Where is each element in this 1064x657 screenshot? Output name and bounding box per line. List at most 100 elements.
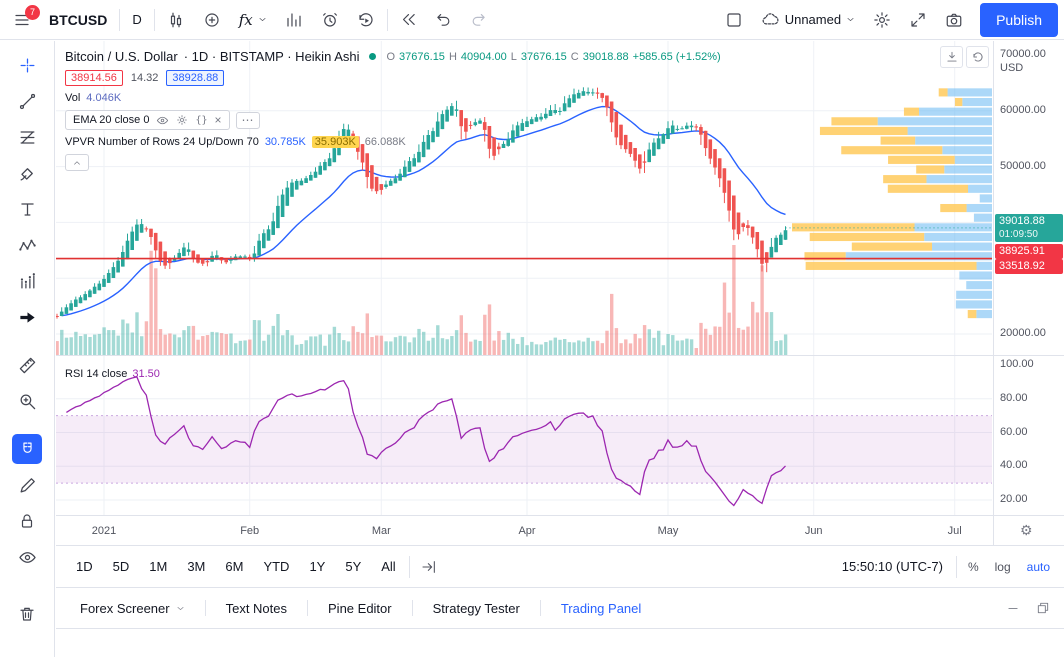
gear-icon[interactable] — [176, 114, 188, 126]
minimize-panel-button[interactable] — [1006, 601, 1020, 615]
reset-chart-button[interactable] — [966, 46, 989, 68]
more-options-icon[interactable]: ⋯ — [235, 111, 260, 129]
fib-retracement-tool[interactable] — [9, 120, 45, 154]
pattern-tool[interactable] — [9, 228, 45, 262]
fullscreen-button[interactable] — [900, 3, 936, 37]
svg-text:Apr: Apr — [518, 525, 535, 537]
close-icon[interactable]: × — [214, 113, 222, 127]
undo-button[interactable] — [426, 3, 461, 37]
ema-indicator-box[interactable]: EMA 20 close 0 {} × — [65, 110, 230, 130]
cloud-layout-button[interactable]: Unnamed — [752, 3, 864, 37]
source-code-icon[interactable]: {} — [195, 114, 208, 126]
remove-drawings-tool[interactable] — [9, 597, 45, 631]
tab-divider — [411, 600, 413, 616]
tab-forex-screener[interactable]: Forex Screener — [60, 588, 205, 628]
range-button[interactable]: 5Y — [345, 559, 362, 574]
range-button[interactable]: 1Y — [309, 559, 326, 574]
chart-style-button[interactable] — [158, 3, 194, 37]
svg-text:May: May — [658, 525, 679, 537]
tab-trading-panel[interactable]: Trading Panel — [560, 600, 642, 616]
zoom-in-tool[interactable] — [9, 384, 45, 418]
auto-scale-button[interactable]: auto — [1026, 559, 1050, 574]
rsi-legend[interactable]: RSI 14 close 31.50 — [65, 368, 160, 380]
text-tool[interactable] — [9, 192, 45, 226]
lock-drawings-tool[interactable] — [9, 504, 45, 538]
fast-backward-button[interactable] — [391, 3, 426, 37]
tab-pine-editor[interactable]: Pine Editor — [328, 600, 392, 616]
alert-button[interactable] — [312, 3, 348, 37]
order-distance: 14.32 — [130, 72, 159, 84]
price-tick: 80.00 — [1000, 391, 1028, 404]
magnet-tool[interactable] — [12, 434, 42, 464]
clock-label[interactable]: 15:50:10 (UTC-7) — [841, 559, 943, 574]
tab-text-notes[interactable]: Text Notes — [225, 600, 288, 616]
order-price-boxes[interactable]: 38914.56 14.32 38928.88 — [65, 70, 721, 86]
range-button[interactable]: 1D — [76, 559, 93, 574]
interval-button[interactable]: D — [132, 12, 142, 27]
bar-countdown: 01:09:50 — [999, 228, 1038, 240]
tab-strategy-tester[interactable]: Strategy Tester — [432, 600, 520, 616]
indicators-button[interactable]: fx — [230, 3, 276, 37]
toolbar-divider — [386, 8, 388, 31]
bar-replay-button[interactable] — [348, 3, 384, 37]
price-axis[interactable]: 39018.88 01:09:50 38925.91 33518.92 ⚙ 70… — [993, 41, 1064, 545]
range-button[interactable]: 5D — [112, 559, 130, 574]
order-target-price[interactable]: 38928.88 — [166, 70, 225, 86]
redo-button[interactable] — [461, 3, 496, 37]
symbol-search-button[interactable]: BTCUSD — [49, 11, 108, 28]
toolbar-divider — [955, 555, 957, 578]
bottom-panel-body — [56, 628, 1064, 657]
symbol-meta: · 1D · BITSTAMP · Heikin Ashi — [183, 49, 360, 64]
forecast-tool[interactable] — [9, 264, 45, 298]
vpvr-up-volume: 30.785K — [264, 136, 306, 148]
publish-button[interactable]: Publish — [980, 2, 1058, 37]
price-tick: 60000.00 — [1000, 103, 1046, 116]
download-chart-button[interactable] — [940, 46, 963, 68]
connection-status-dot — [369, 53, 377, 60]
svg-text:2021: 2021 — [92, 525, 116, 537]
single-layout-icon — [727, 12, 741, 27]
compare-button[interactable] — [194, 3, 230, 37]
chart-pane[interactable]: 2021 Feb Mar Apr May Jun Jul Bitcoin / U.S. Do… — [56, 41, 993, 545]
top-toolbar: 7 BTCUSD D fx Unnamed — [0, 0, 1064, 40]
range-button[interactable]: 1M — [149, 559, 168, 574]
indicator-templates-button[interactable] — [276, 3, 312, 37]
range-button[interactable]: 6M — [225, 559, 244, 574]
range-button[interactable]: YTD — [263, 559, 290, 574]
eye-icon[interactable] — [156, 114, 169, 127]
hide-drawings-tool[interactable] — [9, 540, 45, 574]
draw-mode-tool[interactable] — [9, 468, 45, 502]
layout-name-label: Unnamed — [784, 12, 842, 27]
price-tick: 40.00 — [1000, 459, 1028, 472]
log-scale-button[interactable]: log — [994, 559, 1011, 574]
volume-legend[interactable]: Vol 4.046K — [65, 92, 122, 104]
arrow-marker-tool[interactable] — [9, 300, 45, 334]
ema-legend[interactable]: EMA 20 close 0 {} × ⋯ — [65, 110, 721, 130]
range-button[interactable]: All — [381, 559, 396, 574]
crosshair-tool[interactable] — [9, 48, 45, 82]
chart-canvas[interactable]: 2021 Feb Mar Apr May Jun Jul — [56, 41, 993, 545]
axis-settings-gear-icon[interactable]: ⚙ — [1020, 522, 1033, 538]
compare-plus-icon — [205, 12, 219, 27]
percent-scale-button[interactable]: % — [967, 559, 979, 574]
trend-line-tool[interactable] — [9, 84, 45, 118]
symbol-legend[interactable]: Bitcoin / U.S. Dollar · 1D · BITSTAMP · … — [65, 49, 721, 64]
redo-icon — [472, 13, 485, 26]
goto-date-button[interactable] — [421, 559, 437, 575]
candlestick-chart-icon — [170, 12, 181, 27]
main-menu-button[interactable]: 7 — [4, 3, 40, 37]
range-button[interactable]: 3M — [187, 559, 206, 574]
chart-settings-button[interactable] — [864, 3, 900, 37]
layout-select-button[interactable] — [716, 3, 752, 37]
order-stop-price[interactable]: 38914.56 — [65, 70, 123, 86]
price-tick: 70000.00 — [1000, 48, 1046, 60]
brush-tool[interactable] — [9, 156, 45, 190]
indicator-templates-icon — [287, 12, 301, 27]
alert-price-badge: 38925.91 — [995, 243, 1063, 259]
ohlc-values: O 37676.15 H 40904.00 L 37676.15 C 39018.88 … — [386, 50, 721, 63]
collapse-legend-button[interactable] — [65, 154, 89, 171]
snapshot-button[interactable] — [936, 3, 972, 37]
measure-ruler-tool[interactable] — [9, 348, 45, 382]
vpvr-legend[interactable]: VPVR Number of Rows 24 Up/Down 70 30.785… — [65, 136, 721, 148]
restore-panel-button[interactable] — [1036, 601, 1050, 615]
